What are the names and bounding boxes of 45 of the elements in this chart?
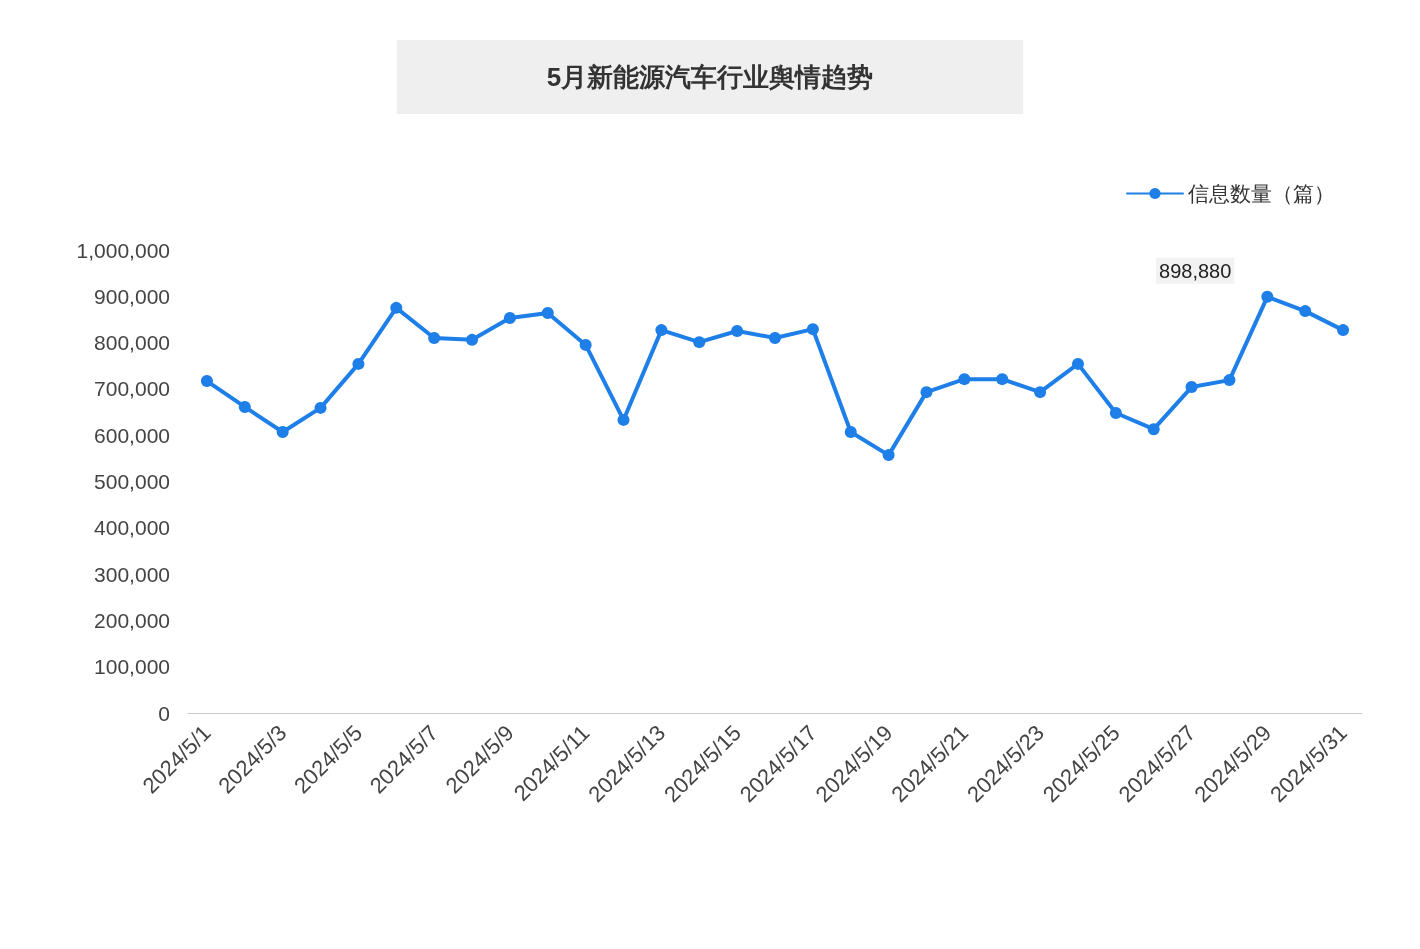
y-tick-label: 900,000 <box>94 284 170 308</box>
point <box>958 373 971 386</box>
point <box>1109 406 1122 419</box>
point <box>882 449 895 462</box>
y-tick-label: 200,000 <box>94 608 170 632</box>
y-tick-label: 500,000 <box>94 470 170 493</box>
y-tick-label: 0 <box>158 701 170 725</box>
point <box>617 413 630 426</box>
point <box>693 336 706 349</box>
point <box>200 375 213 388</box>
point <box>1261 290 1274 303</box>
legend-label: 信息数量（篇） <box>1188 182 1335 205</box>
point <box>466 333 479 346</box>
point <box>920 386 933 399</box>
point <box>276 425 289 438</box>
point <box>1147 423 1160 436</box>
data-label: 898,880 <box>1159 259 1232 282</box>
point <box>352 357 365 370</box>
chart-title: 5月新能源汽车行业舆情趋势 <box>546 62 874 92</box>
y-tick-label: 700,000 <box>94 377 170 401</box>
point <box>314 401 327 414</box>
point <box>731 325 744 338</box>
point <box>769 331 781 344</box>
point <box>1034 386 1047 399</box>
point <box>844 425 857 438</box>
point <box>579 338 592 351</box>
y-tick-label: 1,000,000 <box>76 238 170 262</box>
point <box>1223 374 1236 387</box>
point <box>541 306 554 319</box>
point <box>996 373 1009 386</box>
y-tick-label: 300,000 <box>94 562 170 586</box>
y-tick-label: 100,000 <box>94 655 170 679</box>
point <box>238 400 251 413</box>
y-tick-label: 800,000 <box>94 331 170 355</box>
y-tick-label: 600,000 <box>94 423 170 447</box>
point <box>428 331 441 344</box>
point <box>1185 381 1198 394</box>
y-tick-label: 400,000 <box>94 516 170 540</box>
point <box>806 323 819 336</box>
point <box>1299 305 1312 318</box>
point <box>503 312 516 325</box>
point <box>1071 357 1084 370</box>
point <box>1337 324 1350 337</box>
point <box>390 301 403 314</box>
point <box>655 324 668 337</box>
